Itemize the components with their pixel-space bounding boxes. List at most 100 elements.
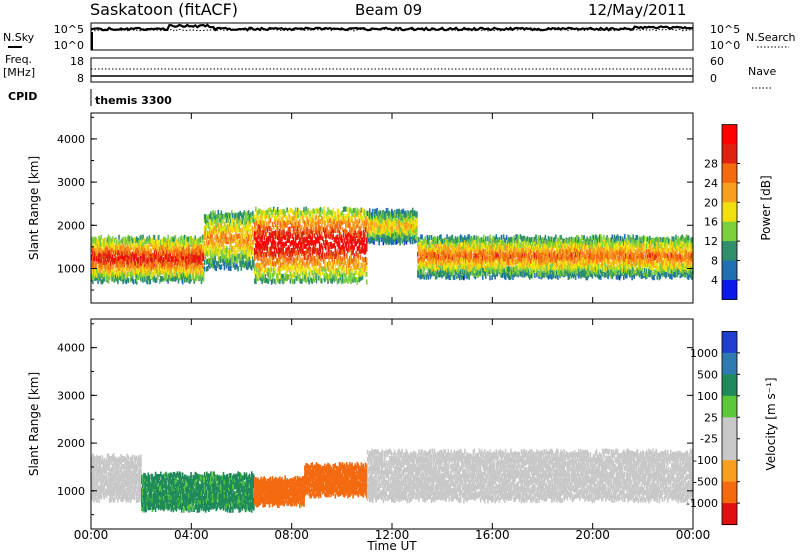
power-cell — [358, 248, 361, 254]
power-cell — [387, 226, 390, 232]
power-cell — [116, 239, 118, 245]
power-cell — [128, 254, 131, 260]
power-cell — [221, 218, 224, 224]
power-cell — [262, 244, 264, 250]
power-cell — [209, 246, 211, 252]
power-cell — [125, 273, 128, 279]
power-cell — [167, 248, 169, 254]
power-cell — [190, 258, 192, 264]
power-cell — [268, 256, 271, 262]
power-cell — [339, 235, 342, 241]
power-cell — [181, 255, 184, 261]
power-cell — [151, 274, 154, 280]
power-cell — [343, 206, 346, 212]
power-cell — [224, 248, 227, 254]
power-cell — [327, 207, 329, 213]
power-cell — [283, 278, 285, 284]
power-cell — [314, 247, 317, 253]
power-cell — [144, 277, 146, 282]
power-cell — [153, 244, 156, 250]
power-cell — [157, 269, 160, 275]
power-cell — [210, 234, 212, 240]
power-cell — [363, 249, 366, 255]
power-cell — [273, 260, 276, 266]
nsky-label: N.Sky — [3, 31, 35, 44]
power-cell — [284, 250, 286, 256]
power-cell — [117, 241, 119, 247]
power-cell — [352, 221, 354, 226]
power-cell — [311, 262, 314, 268]
power-cell — [295, 219, 298, 225]
power-cell — [263, 210, 265, 216]
power-cell — [226, 217, 229, 223]
power-cell — [194, 240, 197, 246]
power-cell — [261, 266, 263, 272]
power-cell — [125, 246, 128, 252]
power-cell — [311, 209, 314, 215]
power-cell — [138, 251, 140, 257]
power-cell — [146, 279, 148, 285]
power-cell — [380, 223, 383, 229]
power-cell — [171, 273, 174, 279]
power-cell — [262, 262, 264, 267]
power-cell — [247, 263, 250, 269]
power-cell — [229, 250, 231, 256]
power-cell — [213, 254, 215, 260]
power-cell — [331, 228, 333, 234]
power-cell — [201, 244, 204, 250]
power-cell — [207, 265, 209, 271]
power-cell — [142, 234, 144, 240]
power-cell — [256, 220, 258, 226]
power-cell — [353, 262, 355, 268]
power-cell — [273, 254, 276, 259]
power-cell — [204, 229, 207, 235]
power-cell — [318, 251, 321, 257]
power-cell — [282, 227, 284, 233]
power-cell — [354, 207, 356, 213]
power-cell — [154, 254, 157, 260]
power-cell — [292, 241, 295, 247]
power-cell — [366, 210, 369, 216]
power-cell — [303, 251, 305, 256]
power-cell — [112, 271, 115, 277]
power-cell — [361, 274, 364, 280]
power-cell — [96, 239, 98, 245]
power-cell — [256, 249, 258, 255]
power-cell — [277, 235, 279, 241]
power-cell — [167, 237, 169, 243]
power-cell — [401, 223, 403, 229]
power-cell — [372, 208, 374, 214]
power-cell — [323, 266, 325, 272]
power-cell — [177, 269, 180, 275]
power-cell — [313, 256, 316, 262]
power-cell — [158, 257, 161, 263]
power-cell — [292, 215, 295, 221]
power-cell — [229, 242, 231, 248]
power-cell — [328, 273, 330, 279]
power-cell — [320, 215, 323, 221]
power-cell — [339, 272, 342, 278]
power-cell — [227, 228, 230, 234]
power-cell — [314, 266, 317, 272]
power-cell — [92, 261, 94, 267]
power-cell — [305, 278, 307, 284]
power-cell — [105, 263, 108, 269]
power-cell — [242, 262, 245, 268]
power-cell — [189, 266, 191, 272]
power-cell — [267, 214, 270, 220]
power-cell — [264, 210, 267, 216]
power-cell — [289, 207, 292, 213]
power-cell — [253, 213, 255, 219]
power-cell — [207, 233, 209, 239]
power-cell — [122, 279, 124, 285]
power-cell — [110, 273, 113, 279]
power-cell — [124, 240, 126, 246]
power-cell — [348, 262, 350, 268]
power-cell — [137, 241, 139, 247]
nsearch-label: N.Search — [746, 31, 796, 44]
power-cell — [93, 256, 95, 262]
power-cell — [287, 256, 290, 262]
power-cell — [146, 236, 148, 242]
power-cell — [172, 251, 175, 257]
power-cell — [250, 226, 253, 231]
